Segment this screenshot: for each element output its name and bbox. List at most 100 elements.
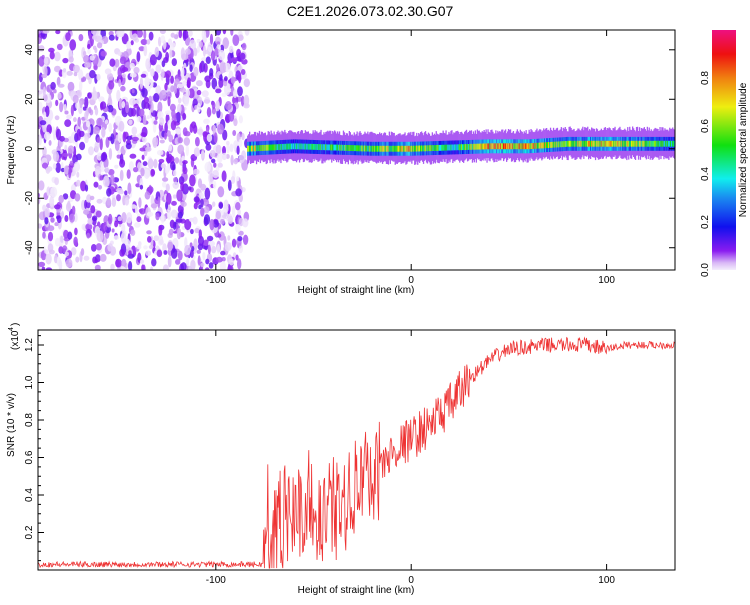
- signal-core: [431, 145, 433, 151]
- noise-cell: [142, 161, 148, 167]
- signal-core: [405, 145, 407, 152]
- noise-cell: [84, 136, 89, 144]
- noise-cell: [189, 123, 194, 133]
- signal-core: [592, 140, 594, 147]
- signal-core: [582, 140, 584, 147]
- signal-core: [494, 143, 496, 150]
- signal-core: [660, 140, 662, 147]
- noise-cell: [145, 58, 151, 70]
- signal-core: [668, 140, 670, 147]
- noise-cell: [173, 82, 178, 95]
- signal-core: [474, 143, 476, 150]
- noise-cell: [184, 244, 192, 256]
- signal-core: [540, 142, 542, 149]
- spectrogram-ylabel: Frequency (Hz): [6, 116, 17, 185]
- noise-cell: [66, 114, 72, 120]
- noise-cell: [174, 157, 180, 164]
- noise-cell: [108, 213, 113, 225]
- noise-cell: [156, 249, 163, 258]
- signal-core: [434, 145, 436, 151]
- signal-core: [618, 140, 620, 147]
- signal-core: [495, 143, 497, 150]
- noise-cell: [75, 256, 80, 263]
- noise-cell: [202, 239, 210, 246]
- signal-core: [662, 140, 664, 147]
- noise-cell: [108, 122, 113, 133]
- signal-core: [500, 143, 502, 150]
- signal-core: [554, 141, 557, 148]
- signal-core: [330, 144, 332, 151]
- noise-cell: [47, 231, 54, 242]
- signal-core: [624, 140, 626, 147]
- noise-cell: [211, 245, 217, 254]
- noise-cell: [130, 204, 137, 209]
- noise-cell: [48, 249, 55, 255]
- noise-cell: [69, 160, 74, 166]
- noise-cell: [200, 262, 205, 267]
- noise-cell: [54, 237, 61, 247]
- signal-core: [642, 140, 645, 147]
- noise-cell: [196, 80, 203, 87]
- noise-cell: [70, 247, 77, 256]
- noise-cell: [222, 30, 227, 35]
- signal-core: [389, 145, 391, 152]
- noise-cell: [72, 94, 79, 104]
- signal-core: [267, 144, 269, 151]
- noise-cell: [79, 80, 83, 92]
- noise-cell: [143, 102, 150, 109]
- signal-core: [506, 143, 508, 150]
- noise-cell: [236, 145, 240, 155]
- signal-core: [598, 140, 601, 147]
- noise-cell: [91, 215, 98, 222]
- noise-cell: [143, 44, 148, 57]
- noise-cell: [118, 78, 122, 87]
- signal-core: [575, 140, 577, 147]
- signal-core: [355, 145, 357, 152]
- signal-core: [284, 143, 286, 150]
- signal-core: [567, 140, 569, 147]
- signal-core: [402, 145, 404, 152]
- signal-core: [274, 144, 276, 151]
- noise-cell: [111, 228, 115, 233]
- signal-core: [375, 145, 377, 152]
- signal-core: [342, 144, 345, 151]
- noise-cell: [126, 40, 131, 50]
- noise-cell: [202, 35, 207, 43]
- signal-core: [298, 143, 301, 150]
- signal-core: [347, 145, 349, 151]
- noise-cell: [73, 161, 81, 172]
- signal-core: [557, 141, 560, 148]
- signal-core: [378, 145, 380, 152]
- noise-cell: [116, 30, 122, 38]
- noise-cell: [62, 57, 69, 64]
- noise-cell: [146, 211, 154, 217]
- noise-cell: [134, 222, 141, 228]
- noise-cell: [240, 95, 245, 107]
- signal-core: [639, 140, 642, 147]
- noise-cell: [241, 42, 247, 51]
- signal-core: [637, 140, 640, 147]
- colorbar-tick-label: 0.4: [700, 167, 711, 181]
- signal-core: [607, 140, 609, 147]
- noise-cell: [150, 169, 156, 177]
- noise-cell: [209, 219, 215, 231]
- noise-cell: [207, 244, 211, 255]
- signal-core: [422, 145, 425, 152]
- signal-core: [653, 140, 655, 147]
- noise-cell: [93, 181, 99, 188]
- noise-cell: [79, 141, 86, 151]
- noise-cell: [149, 54, 157, 66]
- signal-core: [632, 140, 634, 147]
- noise-cell: [54, 204, 61, 210]
- signal-core: [432, 145, 434, 151]
- signal-core: [499, 143, 501, 150]
- noise-cell: [119, 158, 126, 168]
- signal-core: [555, 141, 558, 148]
- noise-cell: [221, 208, 228, 220]
- noise-cell: [193, 196, 200, 203]
- signal-core: [453, 144, 455, 151]
- noise-cell: [107, 104, 114, 113]
- noise-cell: [143, 245, 148, 250]
- signal-core: [351, 145, 353, 151]
- noise-cell: [206, 107, 212, 118]
